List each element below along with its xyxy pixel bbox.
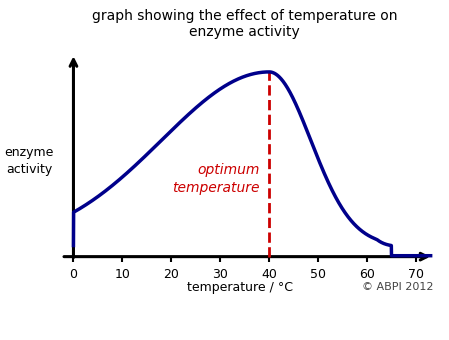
Text: 0: 0 [70,268,77,281]
Text: 60: 60 [359,268,375,281]
Text: 20: 20 [163,268,179,281]
Text: 40: 40 [261,268,277,281]
Text: 50: 50 [310,268,326,281]
Text: optimum
temperature: optimum temperature [172,163,260,195]
Text: © ABPI 2012: © ABPI 2012 [361,282,433,292]
Text: 30: 30 [212,268,228,281]
Text: enzyme
activity: enzyme activity [5,146,54,175]
Text: 70: 70 [408,268,424,281]
Title: graph showing the effect of temperature on
enzyme activity: graph showing the effect of temperature … [92,8,397,39]
Text: 10: 10 [114,268,130,281]
Text: temperature / °C: temperature / °C [187,280,293,294]
